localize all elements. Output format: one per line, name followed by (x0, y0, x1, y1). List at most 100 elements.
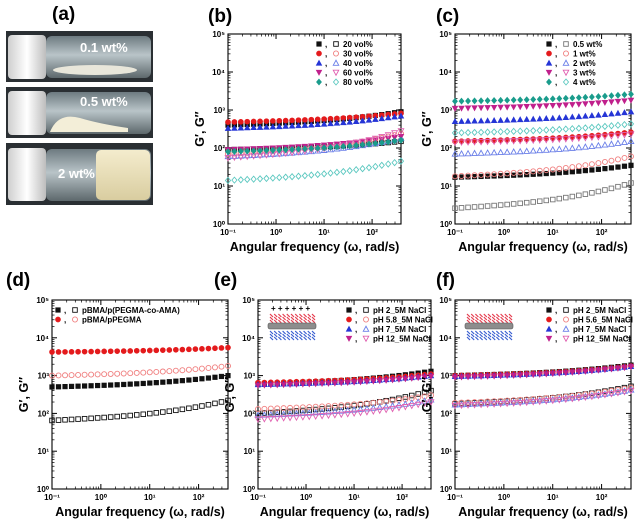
data-point-triangle-down (588, 134, 596, 142)
data-point-triangle-down (536, 137, 544, 144)
data-point-circle (114, 348, 121, 355)
data-point-diamond (269, 174, 276, 182)
data-point-square (556, 170, 562, 176)
data-point-triangle-down (318, 413, 326, 420)
data-point-circle (211, 364, 218, 371)
data-point-square (192, 376, 199, 383)
data-point-diamond (359, 141, 366, 149)
blue-polymer-brush (286, 336, 291, 341)
x-tick-label: 10⁰ (270, 228, 283, 237)
data-point-triangle-up (327, 145, 335, 153)
legend-separator: , (555, 335, 557, 344)
data-point-circle (562, 393, 569, 400)
data-point-triangle-down (608, 99, 615, 106)
data-point-circle (94, 348, 101, 355)
data-point-circle (68, 348, 75, 355)
data-point-triangle-down (607, 391, 615, 398)
data-point-triangle-up (562, 59, 570, 66)
x-tick-label: 10¹ (547, 493, 559, 502)
data-point-square (628, 162, 634, 168)
blue-polymer-brush (298, 333, 303, 338)
legend-label: pH 5.8_5M NaCl (373, 316, 433, 325)
data-point-triangle-down (555, 136, 563, 144)
y-tick-label: 10⁰ (243, 485, 256, 494)
data-point-triangle-up (378, 115, 386, 122)
y-tick-label: 10⁴ (439, 334, 452, 343)
data-point-triangle-down (318, 381, 326, 388)
data-point-square (107, 414, 114, 420)
data-point-circle (530, 168, 537, 175)
data-point-diamond (340, 167, 347, 176)
data-point-triangle-down (503, 138, 511, 145)
data-point-circle (536, 395, 543, 402)
legend-label: 1 wt% (573, 50, 596, 59)
data-point-diamond (491, 97, 498, 104)
data-point-square (153, 380, 159, 386)
data-point-diamond (614, 121, 622, 129)
data-point-triangle-up (536, 396, 544, 404)
blue-polymer-brush (286, 333, 291, 338)
blue-polymer-brush (298, 336, 303, 341)
data-point-square (134, 381, 140, 387)
red-polymer-brush (491, 319, 496, 324)
data-point-diamond (562, 78, 570, 86)
red-polymer-brush (483, 313, 488, 318)
legend-separator: , (555, 59, 557, 68)
data-point-triangle-up (581, 392, 589, 400)
data-point-triangle-down (363, 409, 371, 416)
x-tick-label: 10² (193, 493, 205, 502)
legend-label: pH 2_5M NaCl (573, 306, 626, 315)
y-tick-label: 10¹ (37, 447, 49, 456)
data-point-square (205, 375, 212, 381)
data-point-square (274, 409, 280, 415)
data-point-square (114, 382, 120, 388)
data-point-triangle-down (607, 133, 615, 140)
data-point-square (95, 382, 101, 389)
data-point-triangle-up (503, 148, 511, 155)
data-point-square (55, 417, 62, 423)
red-polymer-brush (277, 313, 282, 318)
data-point-triangle-up (243, 151, 251, 159)
data-point-diamond (231, 176, 238, 184)
data-point-diamond (346, 166, 353, 175)
blue-polymer-brush (479, 336, 484, 341)
series-loss-modulus (451, 131, 635, 147)
data-point-circle (471, 172, 478, 179)
data-point-circle (276, 117, 283, 124)
data-point-circle (55, 372, 62, 379)
x-tick-label: 10⁰ (498, 493, 511, 502)
data-point-triangle-up (314, 121, 321, 128)
y-tick-label: 10¹ (440, 182, 452, 191)
data-point-square (186, 377, 192, 383)
data-point-triangle-up (614, 388, 622, 395)
data-point-diamond (478, 97, 484, 105)
data-point-circle (159, 347, 166, 354)
data-point-triangle-up (295, 122, 302, 129)
x-tick-label: 10⁰ (95, 493, 108, 502)
data-point-triangle-down (378, 133, 386, 141)
blue-polymer-brush (508, 333, 513, 338)
data-point-diamond (346, 142, 353, 150)
vial-label-3: 2 wt% (58, 166, 95, 181)
legend-label: 0.5 wt% (573, 40, 602, 49)
data-point-circle (484, 398, 491, 405)
data-point-triangle-down (627, 131, 635, 138)
data-point-triangle-down (594, 134, 602, 141)
data-point-circle (244, 118, 251, 125)
data-point-triangle-up (352, 117, 360, 124)
data-point-square (523, 199, 530, 206)
data-point-triangle-up (510, 116, 517, 123)
data-point-square (75, 383, 81, 389)
data-point-triangle-down (542, 137, 550, 144)
blue-polymer-brush (303, 336, 308, 341)
data-point-circle (621, 385, 628, 392)
red-polymer-brush (495, 313, 500, 318)
legend-entry: , pH 12_5M NaCl (545, 335, 631, 344)
data-point-triangle-up (471, 117, 478, 124)
data-point-triangle-down (286, 382, 294, 389)
series-storage-modulus (451, 108, 635, 125)
data-point-square (179, 378, 185, 384)
data-point-triangle-down (581, 394, 589, 402)
data-point-triangle-down (562, 69, 570, 77)
